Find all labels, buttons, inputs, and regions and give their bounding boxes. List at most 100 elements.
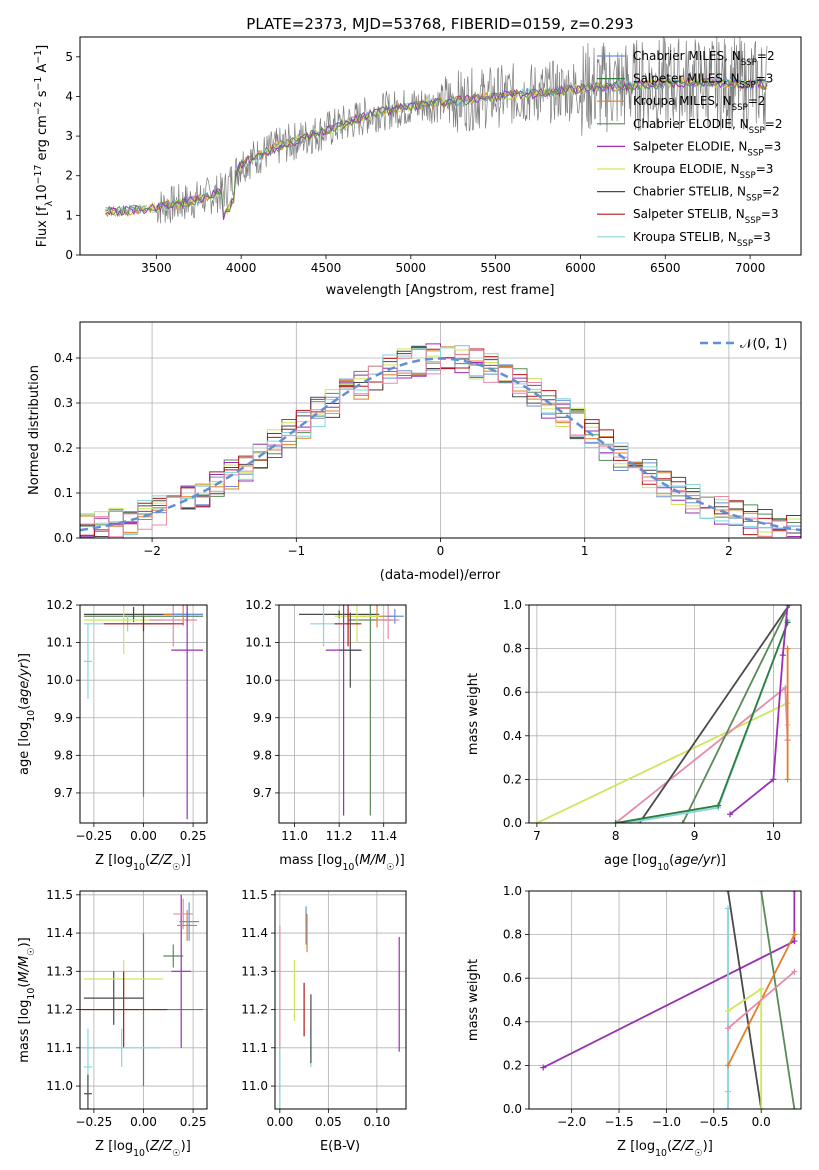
x-tick-label: −1 [287,544,305,558]
y-tick-label: 11.5 [46,888,73,902]
axes-age-mass: 11.0 11.2 11.4 9.7 9.8 9.9 10.0 10.1 10.2 mass [l… [245,598,407,873]
legend-label: Salpeter STELIB, NSSP=3 [633,207,779,226]
y-tick-label: 10.1 [46,636,73,650]
x-tick-label: 11.0 [281,829,308,843]
legend: Chabrier MILES, NSSP=2 Salpeter MILES, NS… [597,49,782,249]
x-axis-label: Z [log10(Z/Z☉)] [95,853,191,873]
x-axis-label: E(B-V) [320,1139,360,1154]
y-tick-label: 0 [65,248,73,262]
legend-label: 𝒩(0, 1) [740,337,787,352]
x-tick-label: 7 [533,829,541,843]
y-tick-label: 5 [65,50,73,64]
y-tick-label: 4 [65,89,73,103]
legend-label: Chabrier ELODIE, NSSP=2 [633,117,782,136]
histogram-pink [80,349,801,538]
y-tick-label: 3 [65,129,73,143]
x-tick-label: 2 [725,544,733,558]
x-tick-label: 10 [766,829,781,843]
plot-area-residuals [80,343,801,538]
y-tick-label: 0.2 [503,1058,522,1072]
x-tick-label: 6500 [650,261,681,275]
y-tick-label: 0.8 [503,928,522,942]
legend-label: Chabrier STELIB, NSSP=2 [633,185,780,204]
axes-age-Z: −0.25 0.00 0.25 9.7 9.8 9.9 10.0 10.1 10.2 age [l… [17,598,208,873]
model-spectrum-chabrier_elodie [105,77,768,217]
gaussian-curve [80,357,801,532]
y-tick-label: 9.9 [54,711,73,725]
weight-line-chabrier_elodie [760,891,796,1109]
x-tick-label: −1.5 [604,1115,633,1129]
y-tick-label: 11.5 [241,888,268,902]
y-tick-label: 0.0 [54,531,73,545]
x-tick-label: 9 [691,829,699,843]
y-tick-label: 0.4 [54,351,73,365]
weight-line-salpeter_miles [615,622,789,823]
legend-label: Chabrier MILES, NSSP=2 [633,49,775,68]
plot-area-weight-Z [540,891,798,1109]
x-tick-label: 5000 [396,261,427,275]
y-tick-label: 10.0 [245,673,272,687]
y-axis-label: mass [log10(M/M☉)] [17,937,37,1063]
axes-residuals: −2 −1 0 1 2 0.0 0.1 0.2 0.3 0.4 𝒩(0, 1) Normed dist… [27,321,802,583]
y-tick-label: 0.1 [54,486,73,500]
x-axis-label: mass [log10(M/M☉)] [279,853,405,873]
y-axis-label: age [log10(age/yr)] [17,653,37,775]
x-tick-label: −0.25 [76,1115,113,1129]
x-tick-label: −0.25 [76,829,113,843]
plot-area-mass-Z [80,894,204,1109]
y-tick-label: 9.9 [253,711,272,725]
y-tick-label: 0.4 [503,729,522,743]
plot-area-spectrum [105,37,768,224]
y-tick-label: 10.0 [46,673,73,687]
y-tick-label: 11.3 [241,964,268,978]
y-tick-label: 0.3 [54,396,73,410]
weight-line-pink [727,970,795,1030]
x-tick-label: −1.0 [652,1115,681,1129]
x-axis-label: Z [log10(Z/Z☉)] [617,1139,713,1159]
x-tick-label: 0.00 [130,1115,157,1129]
x-axis-label: (data-model)/error [380,568,501,583]
axes-spectrum: 3500 4000 4500 5000 5500 6000 6500 7000 0 1 2 3 4 5 Fl… [33,36,802,298]
y-tick-label: 1 [65,208,73,222]
weight-line-chabrier_elodie [681,605,790,823]
plot-area-weight-age [533,605,793,823]
y-tick-label: 11.0 [46,1079,73,1093]
axes-frame [274,890,407,1110]
model-spectrum-salpeter_elodie [105,76,768,220]
y-axis-label: Normed distribution [27,365,42,495]
y-tick-label: 0.8 [503,642,522,656]
x-tick-label: 7000 [735,261,766,275]
y-tick-label: 1.0 [503,884,522,898]
histogram-kroupa_stelib [80,344,801,538]
axes-weight-Z: −2.0 −1.5 −1.0 −0.5 0.0 0.0 0.2 0.4 0.6 0.8 1.0 mas… [466,884,802,1159]
y-tick-label: 11.1 [241,1041,268,1055]
axes-mass-Z: −0.25 0.00 0.25 11.0 11.1 11.2 11.3 11.4 11.5 mas… [17,888,208,1159]
x-tick-label: 0.25 [180,829,207,843]
y-tick-label: 10.2 [245,598,272,612]
x-tick-label: 0.10 [364,1115,391,1129]
x-tick-label: 3500 [141,261,172,275]
x-tick-label: 0.0 [752,1115,771,1129]
x-tick-label: 0.00 [266,1115,293,1129]
y-tick-label: 9.8 [54,748,73,762]
legend-label: Salpeter ELODIE, NSSP=3 [633,139,781,158]
x-axis-label: wavelength [Angstrom, rest frame] [326,283,555,298]
y-tick-label: 11.2 [46,1003,73,1017]
legend-label: Salpeter MILES, NSSP=3 [633,72,773,91]
weight-line-kroupa_stelib [615,620,789,823]
x-tick-label: 11.4 [370,829,397,843]
x-tick-label: 6000 [565,261,596,275]
axes-weight-age: 7 8 9 10 0.0 0.2 0.4 0.6 0.8 1.0 mass weight age [l… [466,598,802,873]
y-tick-label: 0.6 [503,971,522,985]
y-axis-label: mass weight [466,673,481,755]
y-tick-label: 9.8 [253,748,272,762]
axes-mass-ebv: 0.00 0.05 0.10 11.0 11.1 11.2 11.3 11.4 11.5 E(B-… [241,888,407,1154]
y-tick-label: 2 [65,169,73,183]
weight-line-chabrier_stelib [638,605,790,823]
model-spectrum-chabrier_miles [105,77,768,218]
y-tick-label: 0.2 [54,441,73,455]
y-tick-label: 11.4 [46,926,73,940]
observed-spectrum [156,37,768,224]
legend-label: Kroupa ELODIE, NSSP=3 [633,162,773,181]
